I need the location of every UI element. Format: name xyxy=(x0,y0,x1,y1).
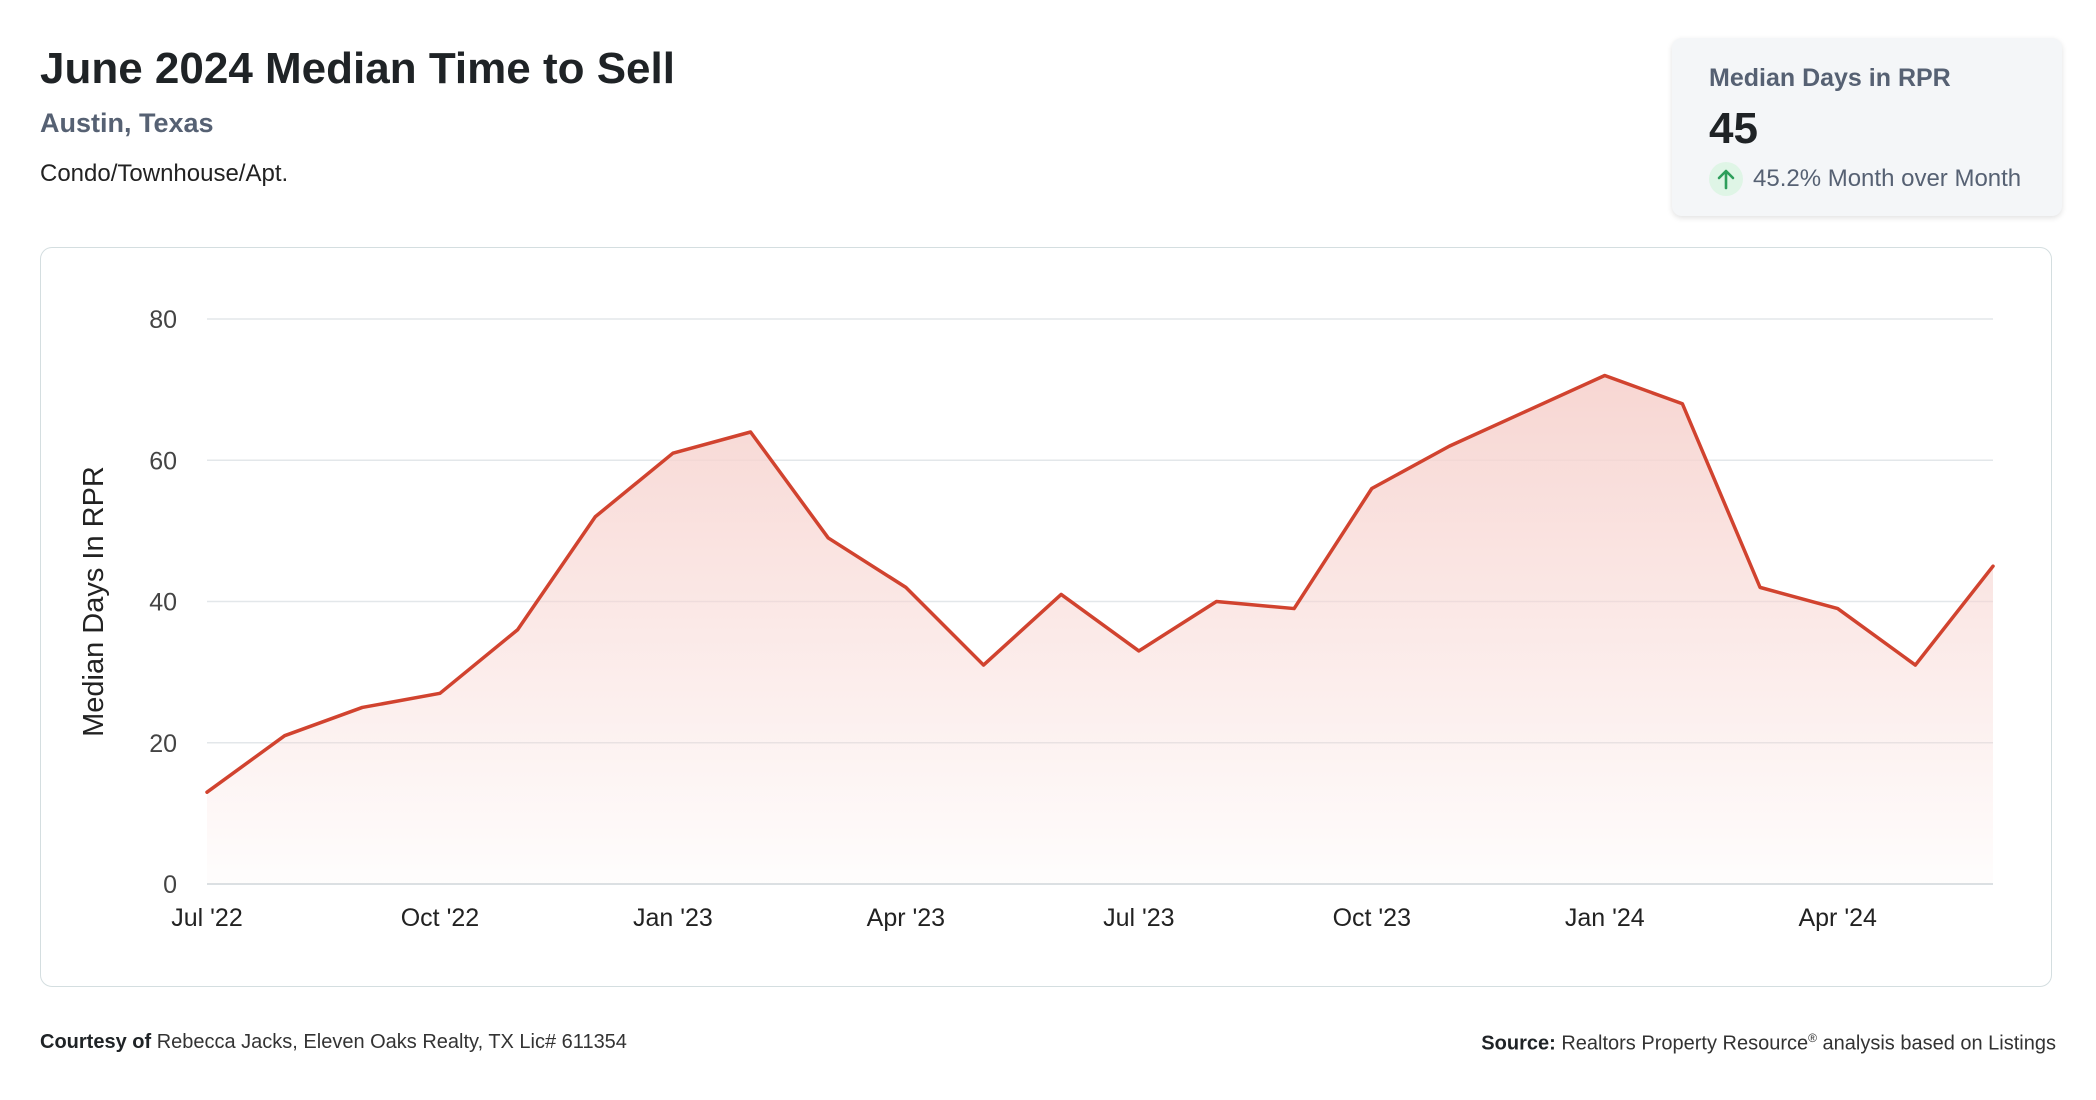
data-point xyxy=(438,691,442,695)
area-fill xyxy=(207,375,1993,884)
courtesy-text: Rebecca Jacks, Eleven Oaks Realty, TX Li… xyxy=(156,1031,627,1053)
data-point xyxy=(1214,600,1218,604)
x-tick-label: Oct '22 xyxy=(401,904,479,932)
data-point xyxy=(1137,649,1141,653)
property-type-label: Condo/Townhouse/Apt. xyxy=(40,160,289,187)
series-line xyxy=(205,373,1995,794)
y-tick-label: 20 xyxy=(149,730,177,758)
x-tick-label: Jan '24 xyxy=(1565,904,1645,932)
x-tick-label: Jul '23 xyxy=(1103,904,1174,932)
data-point xyxy=(1447,444,1451,448)
data-point xyxy=(1758,585,1762,589)
x-tick-label: Jul '22 xyxy=(171,904,242,932)
data-point xyxy=(1680,402,1684,406)
location-subtitle: Austin, Texas xyxy=(40,108,214,138)
stat-change-row: 45.2% Month over Month xyxy=(1709,162,2021,196)
source-label: Source: xyxy=(1481,1032,1556,1055)
data-point xyxy=(826,536,830,540)
data-point xyxy=(360,705,364,709)
median-days-chart: 0 20 40 60 80 Jul '22 Oct '22 Jan '23 Apr '23 Jul… xyxy=(78,306,1995,932)
stat-change-text: 45.2% Month over Month xyxy=(1753,165,2022,192)
data-point xyxy=(982,663,986,667)
courtesy-footer: Courtesy of Rebecca Jacks, Eleven Oaks R… xyxy=(40,1031,627,1054)
data-point xyxy=(283,734,287,738)
data-point xyxy=(749,430,753,434)
data-point xyxy=(1991,564,1995,568)
median-days-stat-card: Median Days in RPR 45 45.2% Month over M… xyxy=(1672,38,2062,216)
registered-mark: ® xyxy=(1808,1031,1817,1045)
arrow-up-icon xyxy=(1709,162,1743,196)
x-tick-label: Jan '23 xyxy=(633,904,713,932)
y-axis-label: Median Days In RPR xyxy=(78,466,110,737)
courtesy-label: Courtesy of xyxy=(40,1031,152,1053)
data-point xyxy=(516,628,520,632)
x-tick-label: Oct '23 xyxy=(1333,904,1411,932)
data-point xyxy=(1292,607,1296,611)
source-suffix: analysis based on Listings xyxy=(1822,1032,2056,1055)
y-tick-label: 60 xyxy=(149,447,177,475)
data-point xyxy=(593,515,597,519)
data-point xyxy=(671,451,675,455)
y-tick-label: 80 xyxy=(149,306,177,334)
stat-value: 45 xyxy=(1709,104,1758,153)
page-title: June 2024 Median Time to Sell xyxy=(40,44,675,93)
data-point xyxy=(1836,607,1840,611)
x-tick-label: Apr '24 xyxy=(1798,904,1877,932)
y-tick-label: 40 xyxy=(149,589,177,617)
data-point xyxy=(1059,592,1063,596)
y-tick-label: 0 xyxy=(163,871,177,899)
chart-card: 0 20 40 60 80 Jul '22 Oct '22 Jan '23 Apr '23 Jul… xyxy=(40,247,2052,987)
data-point xyxy=(205,790,209,794)
stat-label: Median Days in RPR xyxy=(1709,64,1951,92)
source-footer: Source: Realtors Property Resource® anal… xyxy=(1481,1031,2056,1056)
x-tick-label: Apr '23 xyxy=(867,904,945,932)
source-text: Realtors Property Resource xyxy=(1561,1032,1809,1055)
data-point xyxy=(1913,663,1917,667)
data-point xyxy=(1370,487,1374,491)
data-point xyxy=(1525,409,1529,413)
data-point xyxy=(1603,374,1607,378)
data-point xyxy=(904,585,908,589)
